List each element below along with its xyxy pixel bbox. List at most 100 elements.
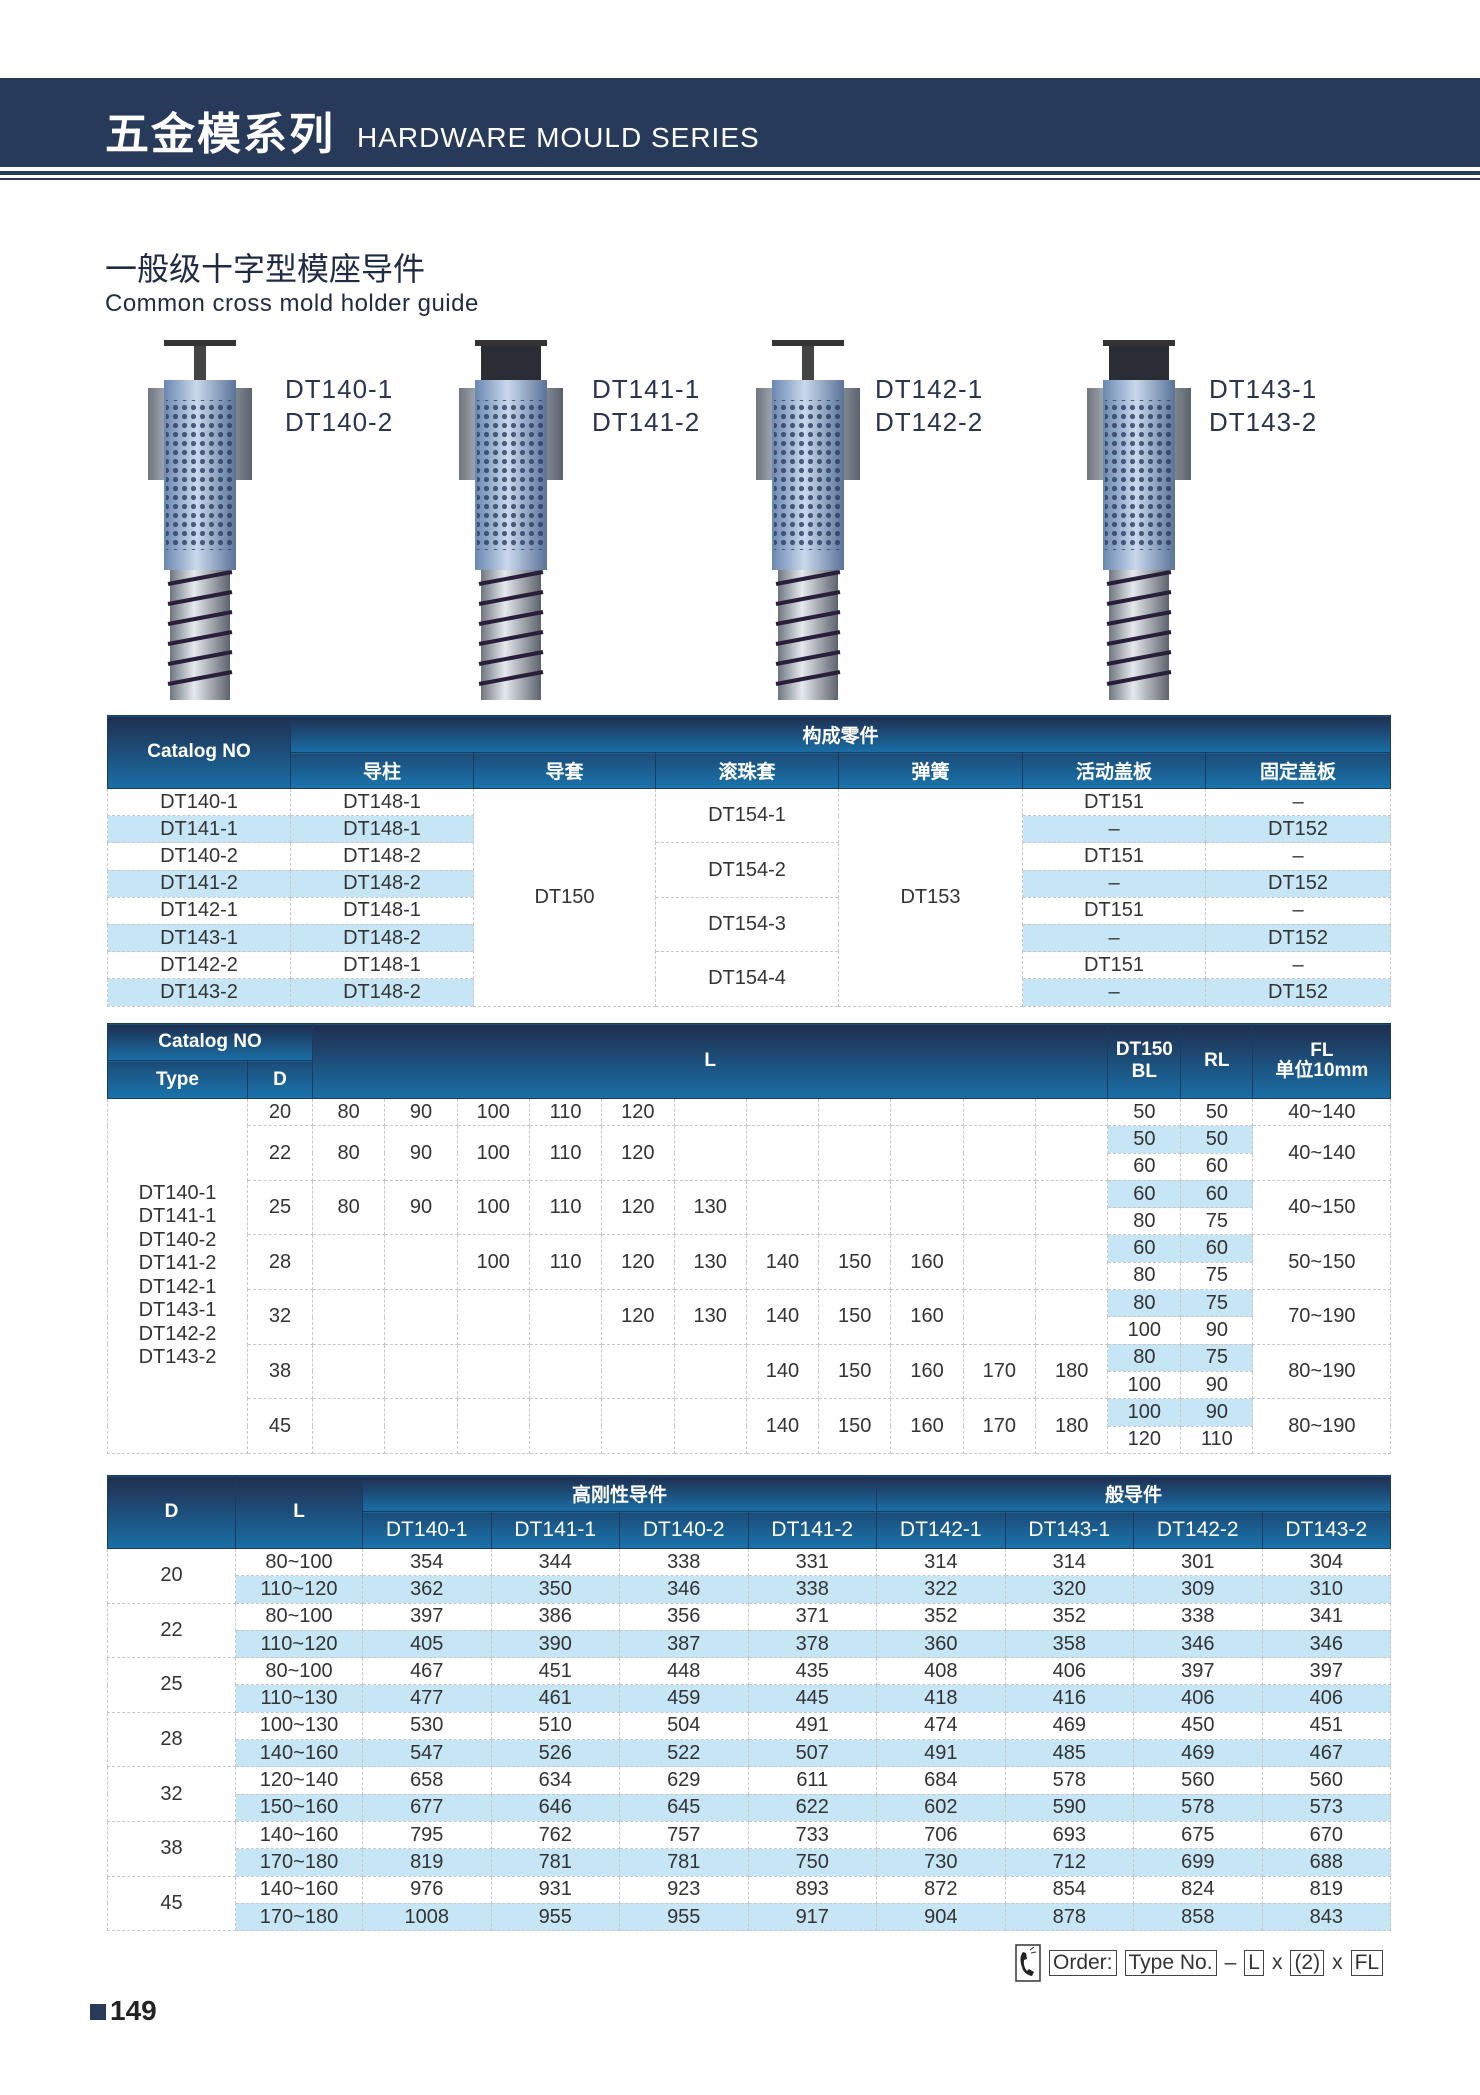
d-cell: 28 xyxy=(246,1234,314,1291)
value-cell: 573 xyxy=(1261,1793,1392,1822)
l-cell xyxy=(962,1289,1036,1345)
value-cell: 390 xyxy=(490,1629,620,1659)
l-cell xyxy=(312,1398,386,1454)
value-cell: 858 xyxy=(1133,1902,1263,1932)
table-row: 45 140~160 976 931 923 893 872 854 824 819 xyxy=(107,1875,1392,1932)
fixed-plate-cell: DT152 xyxy=(1204,869,1392,898)
series-title-en: HARDWARE MOULD SERIES xyxy=(357,122,760,153)
fixed-plate-cell: DT152 xyxy=(1204,815,1392,844)
value-cell: 507 xyxy=(747,1739,878,1768)
l-cell xyxy=(312,1289,386,1345)
l-cell xyxy=(1034,1234,1109,1291)
l-cell: 150 xyxy=(818,1234,892,1291)
table-header-row: Catalog NO 构成零件 xyxy=(107,715,1392,789)
l-cell xyxy=(312,1343,386,1400)
catalog-cell: DT142-1 xyxy=(107,896,291,925)
catalog-cell: DT141-1 xyxy=(107,815,291,844)
value-cell: 301 xyxy=(1133,1547,1263,1577)
value-cell: 611 xyxy=(747,1766,878,1795)
bl-cell: 50 xyxy=(1107,1125,1182,1154)
bl-header-line1: DT150 xyxy=(1115,1039,1173,1060)
l-cell: 90 xyxy=(384,1179,458,1236)
value-cell: 629 xyxy=(619,1766,749,1795)
l-cell: 130 xyxy=(673,1289,747,1345)
bl-cell: 80 xyxy=(1107,1289,1182,1318)
moving-plate-cell: DT151 xyxy=(1022,896,1206,925)
header-divider-thin xyxy=(0,178,1480,180)
table-row: DT143-2 DT148-2 – DT152 xyxy=(107,978,1392,1007)
value-cell: 485 xyxy=(1004,1739,1135,1768)
value-cell: 955 xyxy=(619,1902,749,1932)
product-code-label: DT140-1 xyxy=(285,374,394,404)
l-range-cell: 140~160 xyxy=(235,1875,363,1904)
value-cell: 781 xyxy=(490,1848,620,1877)
table-row: 32 120 130 140 150 160 80 75 70~190 xyxy=(108,1289,1392,1345)
l-cell: 110 xyxy=(528,1234,603,1291)
post-cell: DT148-2 xyxy=(290,923,474,953)
l-cell xyxy=(818,1179,892,1236)
components-table: Catalog NO 构成零件 导柱 导套 滚珠套 弹簧 活动盖板 固定盖板 DT140-1 DT… xyxy=(107,715,1392,1007)
catalog-header: Catalog NO xyxy=(106,1023,314,1061)
value-cell: 474 xyxy=(876,1711,1006,1741)
catalog-cell: DT140-2 xyxy=(107,842,291,871)
l-cell: 150 xyxy=(818,1343,892,1400)
bl-cell: 100 xyxy=(1107,1398,1182,1427)
value-cell: 451 xyxy=(490,1657,620,1686)
rl-cell: 75 xyxy=(1180,1289,1254,1318)
post-cell: DT148-1 xyxy=(290,896,474,925)
value-cell: 781 xyxy=(619,1848,749,1877)
d-header: D xyxy=(246,1060,314,1099)
column-header: DT141-2 xyxy=(747,1511,878,1549)
l-cell xyxy=(384,1289,458,1345)
rl-cell: 90 xyxy=(1180,1398,1254,1427)
l-cell xyxy=(890,1097,964,1127)
value-cell: 684 xyxy=(876,1766,1006,1795)
catalog-cell: DT140-1 xyxy=(107,787,291,817)
table-row: 80 75 xyxy=(108,1207,1391,1236)
value-cell: 560 xyxy=(1261,1766,1392,1795)
value-cell: 331 xyxy=(747,1547,878,1577)
type-name: DT143-1 xyxy=(138,1299,217,1322)
table-row: 32 120~140 658 634 629 611 684 578 560 560 xyxy=(107,1766,1392,1822)
l-range-cell: 80~100 xyxy=(235,1657,363,1686)
column-header: DT140-2 xyxy=(619,1511,749,1549)
l-cell: 160 xyxy=(890,1398,964,1454)
value-cell: 522 xyxy=(619,1739,749,1768)
table-row: DT140-2 DT148-2 DT154-2 DT151– xyxy=(107,842,1392,898)
product-image xyxy=(144,340,256,705)
value-cell: 923 xyxy=(619,1875,749,1904)
moving-plate-cell: DT151 xyxy=(1022,951,1206,980)
column-header: 导柱 xyxy=(290,752,474,789)
moving-plate-cell: DT151 xyxy=(1022,787,1206,817)
value-cell: 408 xyxy=(876,1657,1006,1686)
l-cell: 140 xyxy=(745,1289,820,1345)
value-cell: 461 xyxy=(490,1684,620,1713)
table-row: 100 90 xyxy=(108,1316,1391,1345)
moving-plate-cell: – xyxy=(1022,923,1206,953)
l-cell: 160 xyxy=(890,1234,964,1291)
header-divider xyxy=(0,171,1480,175)
value-cell: 352 xyxy=(1004,1602,1135,1631)
l-cell: 120 xyxy=(601,1097,675,1127)
l-cell xyxy=(456,1343,530,1400)
product-code-label: DT142-1 xyxy=(875,374,984,404)
fl-header: FL 单位10mm xyxy=(1252,1023,1392,1099)
l-range-cell: 80~100 xyxy=(235,1547,363,1577)
l-cell xyxy=(962,1097,1036,1127)
value-cell: 675 xyxy=(1133,1820,1263,1850)
spring-cell: DT153 xyxy=(838,788,1023,1007)
specs-table: D L 高刚性导件 般导件 DT140-1 DT141-1 DT140-2 DT141-2 DT… xyxy=(107,1475,1392,1932)
l-cell: 80 xyxy=(312,1179,386,1236)
l-range-cell: 120~140 xyxy=(235,1766,363,1795)
fixed-plate-cell: DT152 xyxy=(1204,978,1392,1007)
ball-cage-cell: DT154-3 xyxy=(655,896,839,953)
value-cell: 346 xyxy=(1261,1629,1392,1659)
order-format-item: Type No. xyxy=(1124,1950,1217,1976)
l-range-cell: 140~160 xyxy=(235,1739,363,1768)
value-cell: 338 xyxy=(1133,1602,1263,1631)
l-range-cell: 110~120 xyxy=(235,1629,363,1659)
table-row: 38 140~160 795 762 757 733 706 693 675 670 xyxy=(107,1820,1392,1877)
value-cell: 757 xyxy=(619,1820,749,1850)
l-cell: 130 xyxy=(673,1234,747,1291)
